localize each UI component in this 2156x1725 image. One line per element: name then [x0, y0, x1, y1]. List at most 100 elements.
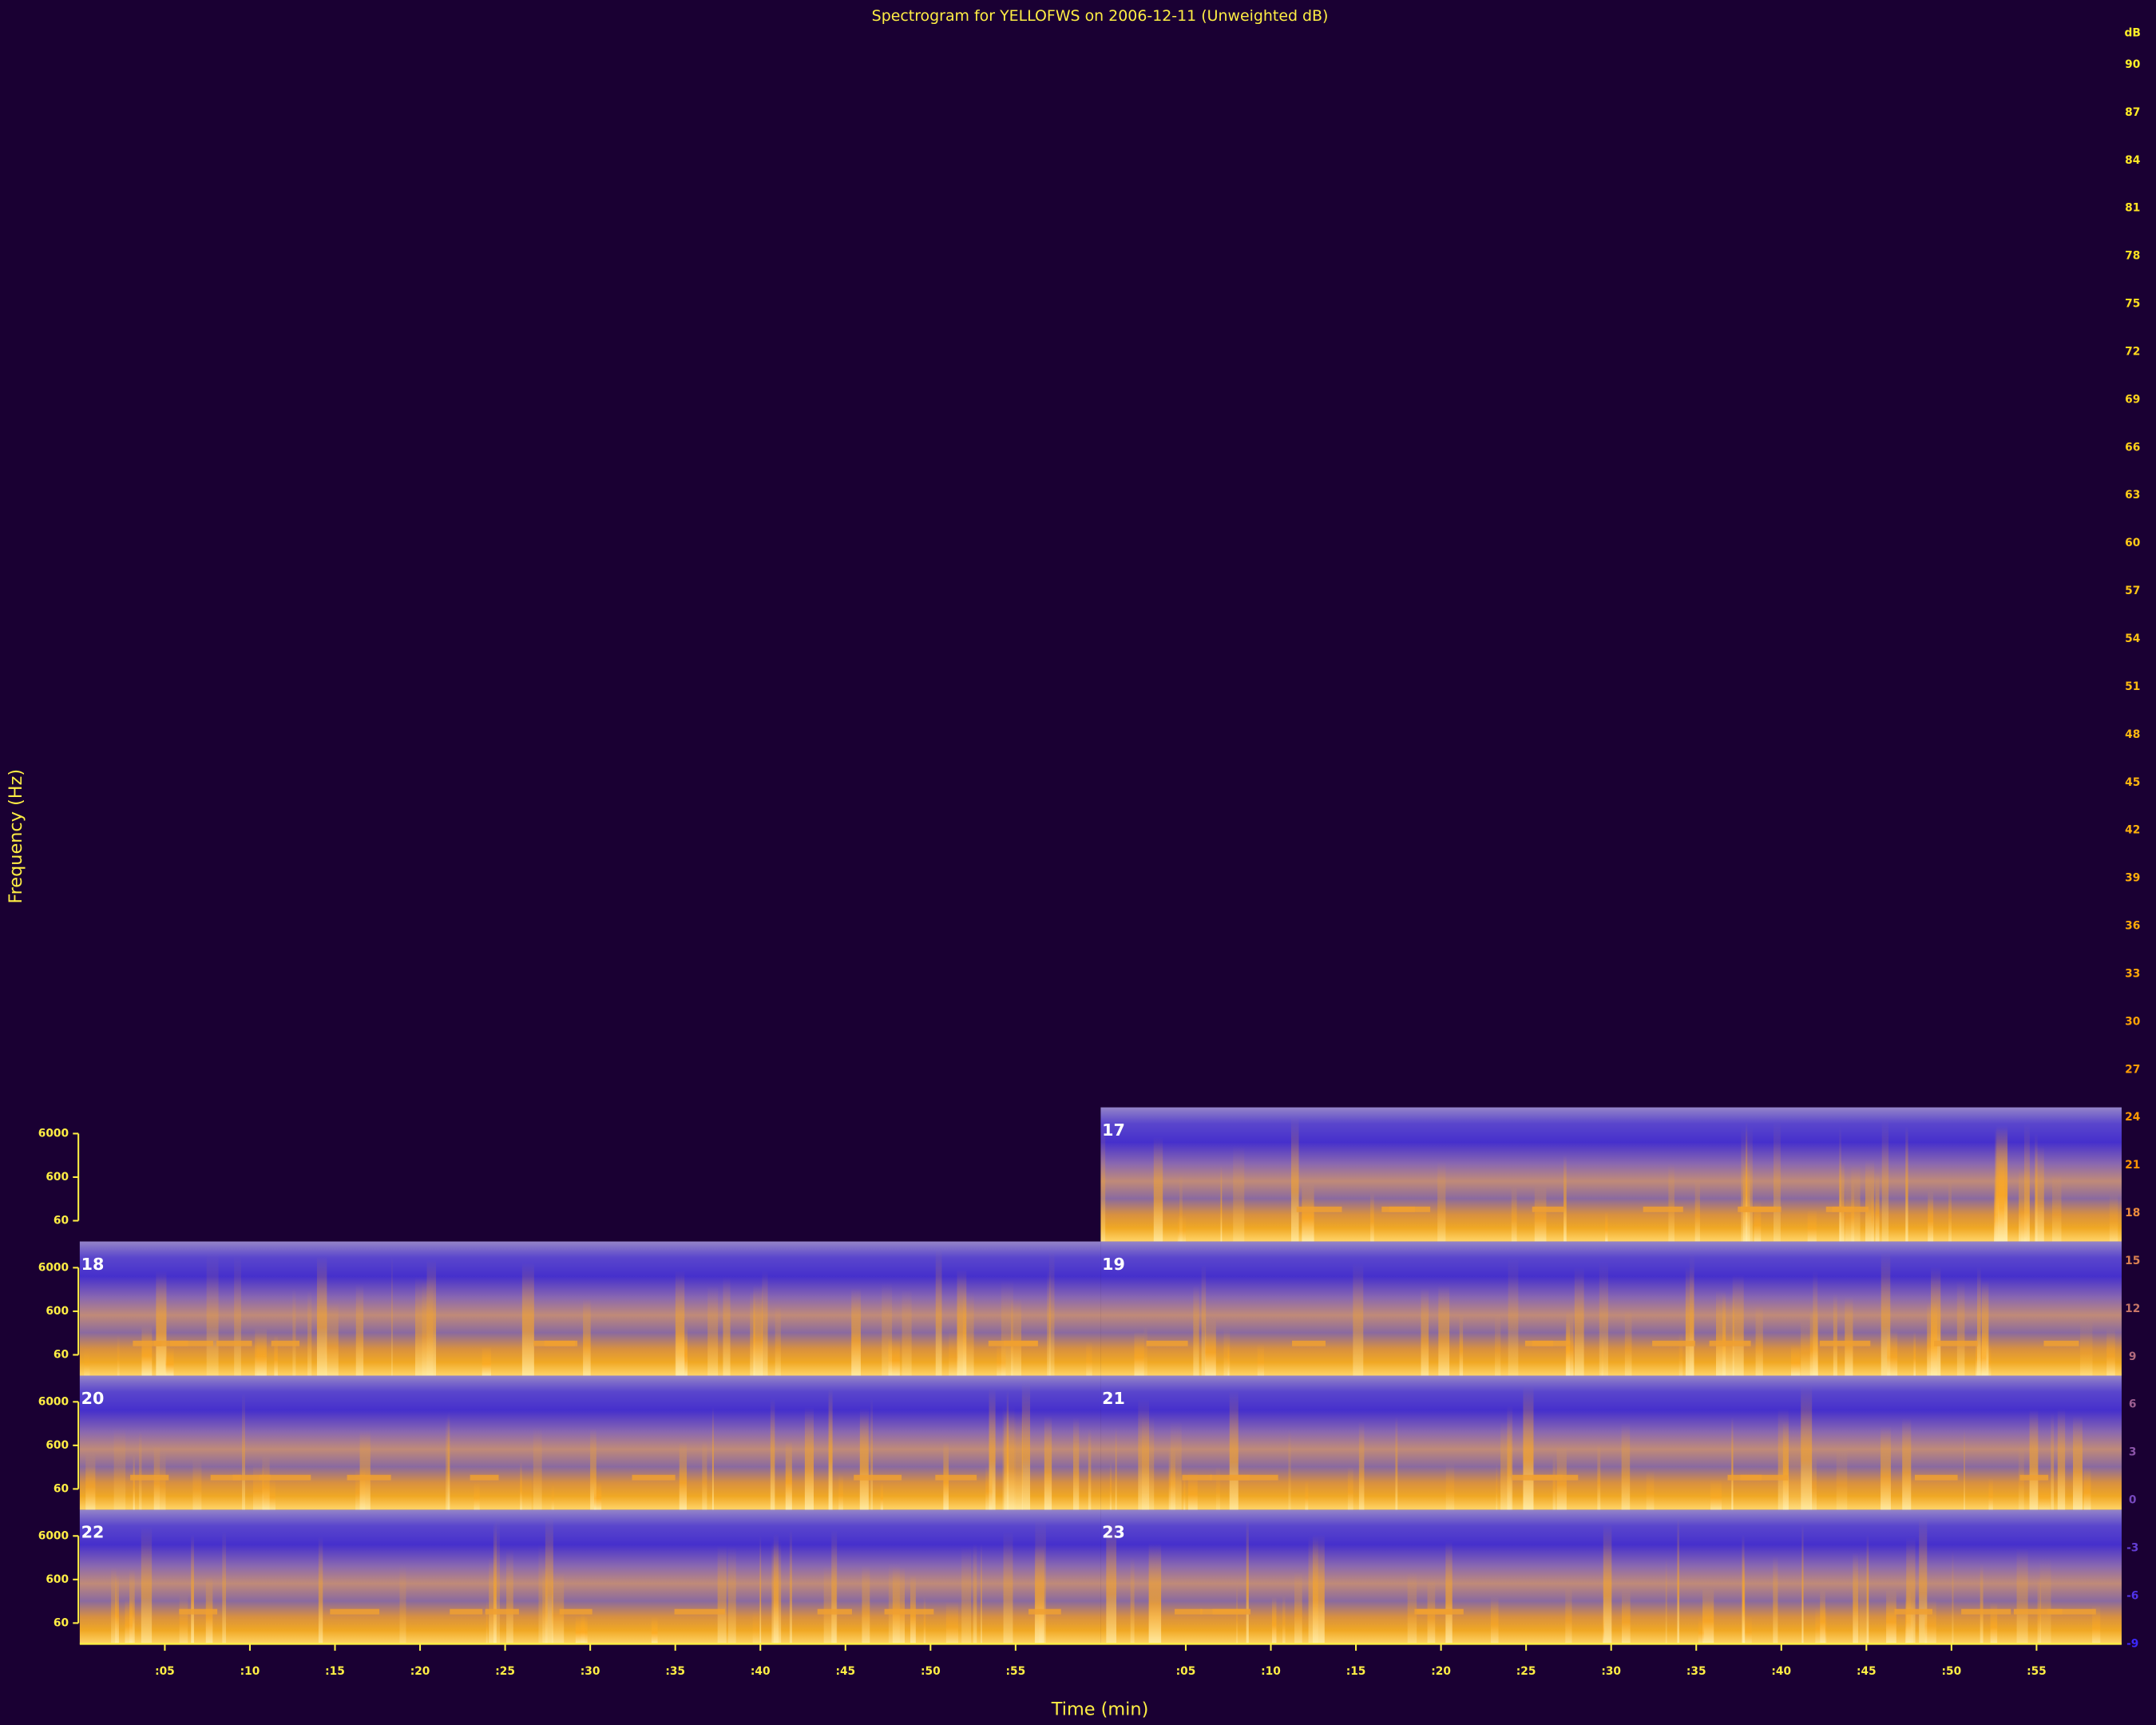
spectrogram-streak: [139, 1430, 142, 1510]
spectrogram-streak: [1741, 1127, 1753, 1242]
spectrogram-streak: [2057, 1409, 2066, 1510]
spectrogram-streak: [1999, 1158, 2004, 1242]
spectrogram-streak: [318, 1536, 323, 1644]
spectrogram-streak: [1820, 1588, 1825, 1644]
colorbar-tick-label: 51: [2125, 680, 2140, 693]
spectrogram-streak: [838, 1473, 843, 1510]
spectrogram-streak: [1859, 1549, 1869, 1644]
spectrogram-streak: [1906, 1537, 1916, 1644]
spectrogram-streak: [115, 1574, 119, 1644]
spectrogram-streak: [2080, 1319, 2093, 1376]
spectrogram-streak: [2039, 1557, 2051, 1644]
tone-band: [1532, 1206, 1564, 1212]
spectrogram-streak: [1851, 1165, 1861, 1242]
spectrogram-streak: [1801, 1319, 1810, 1376]
spectrogram-streak: [752, 1610, 759, 1644]
spectrogram-streak: [711, 1406, 714, 1510]
spectrogram-streak: [789, 1529, 792, 1644]
colorbar-tick-label: 75: [2125, 298, 2140, 311]
spectrogram-streak: [1257, 1343, 1265, 1376]
spectrogram-streak: [1511, 1186, 1517, 1242]
spectrogram-streak: [1138, 1398, 1150, 1510]
spectrogram-streak: [1731, 1417, 1734, 1510]
spectrogram-streak: [985, 1464, 993, 1510]
chart-title: Spectrogram for YELLOFWS on 2006-12-11 (…: [872, 7, 1329, 25]
spectrogram-streak: [495, 1517, 500, 1644]
spectrogram-streak: [1407, 1572, 1417, 1644]
spectrogram-streak: [973, 1543, 977, 1644]
spectrogram-streak: [775, 1305, 781, 1376]
tone-band: [817, 1608, 852, 1615]
spectrogram-streak: [552, 1572, 565, 1644]
tone-band: [674, 1608, 725, 1615]
spectrogram-streak: [1305, 1479, 1309, 1510]
spectrogram-streak: [581, 1613, 585, 1644]
spectrogram-streak: [2083, 1467, 2091, 1510]
spectrogram-streak: [862, 1565, 870, 1644]
colorbar-tick-label: -3: [2126, 1542, 2138, 1555]
spectrogram-streak: [1698, 1616, 1705, 1644]
x-tick-label: :10: [240, 1665, 260, 1678]
spectrogram-streak: [1072, 1418, 1080, 1510]
spectrogram-streak: [1732, 1275, 1744, 1376]
spectrogram-streak: [1881, 1426, 1891, 1510]
spectrogram-streak: [1035, 1518, 1046, 1644]
spectrogram-streak: [506, 1549, 513, 1644]
spectrogram-streak: [1988, 1477, 1993, 1510]
x-tick-label: :40: [1771, 1665, 1791, 1678]
spectrogram-streak: [125, 1598, 133, 1644]
tone-band: [1894, 1608, 1932, 1615]
spectrogram-streak: [1421, 1288, 1429, 1376]
spectrogram-streak: [1990, 1603, 1998, 1644]
spectrogram-streak: [1395, 1416, 1398, 1510]
spectrogram-streak: [1742, 1556, 1746, 1644]
spectrogram-streak: [485, 1598, 488, 1644]
spectrogram-streak: [1288, 1430, 1291, 1510]
spectrogram-streak: [2019, 1168, 2030, 1242]
tone-band: [210, 1474, 241, 1481]
tone-band: [1414, 1608, 1453, 1615]
spectrogram-streak: [234, 1255, 241, 1376]
panel-hour-label: 18: [81, 1255, 105, 1274]
spectrogram-streak: [651, 1616, 658, 1644]
spectrogram-streak: [1353, 1262, 1364, 1376]
spectrogram-streak: [1523, 1386, 1534, 1510]
spectrogram-streak: [1490, 1596, 1499, 1644]
tone-band: [133, 1340, 162, 1346]
colorbar-tick-label: 48: [2125, 728, 2140, 741]
spectrogram-streak: [206, 1253, 219, 1376]
y-tick-label: 6000: [38, 1395, 69, 1408]
spectrogram-streak: [1271, 1596, 1277, 1644]
colorbar-tick-label: 42: [2125, 824, 2140, 837]
colorbar-tick-label: 6: [2129, 1398, 2137, 1411]
spectrogram-streak: [1853, 1552, 1859, 1644]
tone-band: [1028, 1608, 1061, 1615]
spectrogram-streak: [773, 1533, 779, 1644]
x-tick-label: :15: [1346, 1665, 1366, 1678]
spectrogram-panel: [1100, 1241, 2122, 1376]
spectrogram-streak: [292, 1287, 296, 1376]
spectrogram-streak: [828, 1388, 833, 1510]
colorbar-tick-label: 72: [2125, 345, 2140, 358]
spectrogram-streak: [882, 1282, 893, 1376]
spectrogram-streak: [307, 1290, 312, 1376]
colorbar-label: dB: [2125, 26, 2141, 39]
tone-band: [884, 1608, 934, 1615]
spectrogram-streak: [2016, 1548, 2028, 1644]
spectrogram-streak: [113, 1427, 126, 1510]
spectrogram-streak: [160, 1452, 166, 1510]
y-tick-label: 60: [54, 1215, 69, 1227]
spectrogram-streak: [785, 1440, 792, 1510]
spectrogram-streak: [156, 1271, 167, 1376]
spectrogram-streak: [1881, 1119, 1889, 1242]
spectrogram-streak: [1801, 1385, 1813, 1510]
spectrogram-streak: [1845, 1297, 1853, 1376]
spectrogram-streak: [989, 1387, 996, 1510]
spectrogram-streak: [1006, 1390, 1009, 1510]
spectrogram-streak: [1563, 1155, 1567, 1242]
colorbar-tick-label: 57: [2125, 585, 2140, 597]
tone-band: [232, 1474, 271, 1481]
spectrogram-streak: [1665, 1556, 1667, 1644]
spectrogram-streak: [880, 1481, 883, 1510]
spectrogram-streak: [923, 1596, 926, 1644]
